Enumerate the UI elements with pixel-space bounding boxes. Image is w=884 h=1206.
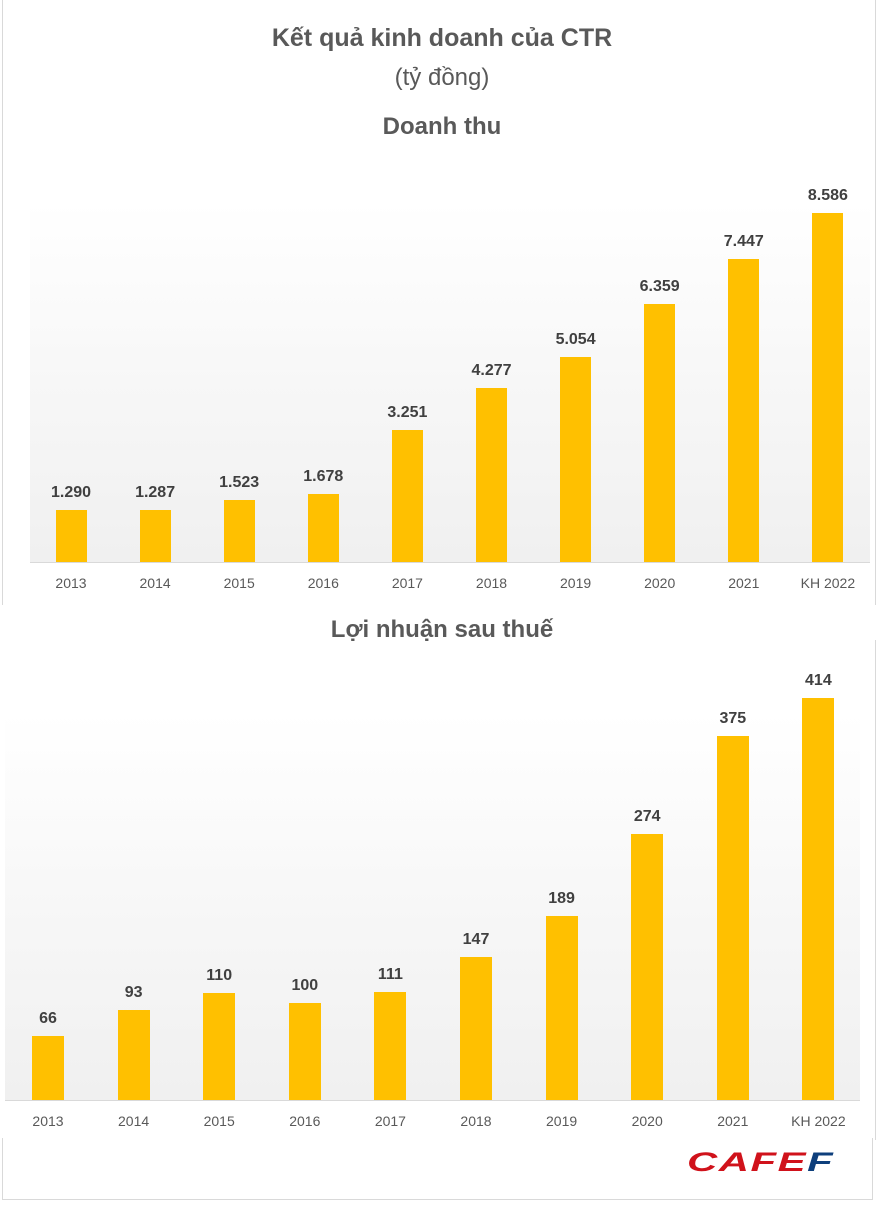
bar <box>203 993 236 1100</box>
x-tick-label: 2020 <box>644 575 676 591</box>
x-tick-label: 2018 <box>460 1113 492 1129</box>
data-label: 274 <box>633 807 661 825</box>
page-title: Kết quả kinh doanh của CTR <box>271 24 613 52</box>
x-tick-label: 2013 <box>55 575 87 591</box>
bar <box>812 213 844 562</box>
x-tick-label: 2017 <box>374 1113 406 1129</box>
logo-frame <box>2 1138 873 1200</box>
x-tick-label: 2020 <box>631 1113 663 1129</box>
x-axis-line <box>5 1100 860 1101</box>
x-tick-label: 2013 <box>32 1113 64 1129</box>
data-label: 66 <box>39 1009 57 1027</box>
data-label: 3.251 <box>387 403 428 421</box>
data-label: 1.290 <box>50 483 92 501</box>
data-label: 189 <box>548 890 575 908</box>
bar <box>460 957 492 1100</box>
x-tick-label: 2021 <box>717 1113 749 1129</box>
bar <box>631 833 664 1100</box>
bar <box>32 1035 64 1100</box>
data-label: 375 <box>719 709 747 727</box>
data-label: 93 <box>124 983 143 1001</box>
chart-frame-right <box>875 640 876 1140</box>
x-axis-line <box>30 562 870 563</box>
x-tick-label: 2018 <box>475 575 508 591</box>
x-tick-label: 2016 <box>289 1113 321 1129</box>
bar <box>644 303 676 562</box>
bar <box>391 429 423 562</box>
bar <box>716 735 749 1100</box>
cafef-logo: CAFEF <box>687 1147 835 1177</box>
bar <box>139 509 171 562</box>
bar <box>802 698 835 1100</box>
x-tick-label: 2014 <box>139 575 171 591</box>
data-label: 111 <box>377 966 403 984</box>
bar <box>117 1009 150 1100</box>
data-label: 7.447 <box>723 233 764 251</box>
data-label: 110 <box>206 967 233 985</box>
data-label: 1.287 <box>135 483 176 501</box>
x-tick-label: 2015 <box>223 575 255 591</box>
x-tick-label: 2019 <box>546 1113 578 1129</box>
x-tick-label: 2019 <box>560 575 592 591</box>
data-label: 147 <box>462 931 490 949</box>
x-tick-label: 2016 <box>307 575 339 591</box>
bar <box>476 388 507 562</box>
revenue-chart: 1.290 2013 1.287 2014 1.523 2015 1.678 2016 3.25… <box>30 187 870 591</box>
bar <box>55 509 87 562</box>
x-tick-label: 2021 <box>728 575 760 591</box>
bar <box>560 356 592 562</box>
data-label: 1.678 <box>303 467 344 485</box>
data-label: 1.523 <box>219 474 260 492</box>
chart-title-revenue: Doanh thu <box>382 113 502 140</box>
bar <box>307 493 339 562</box>
data-label: 100 <box>291 976 319 994</box>
bar <box>728 259 760 562</box>
bar <box>374 992 407 1100</box>
data-label: 5.054 <box>555 330 596 348</box>
bar <box>223 500 255 562</box>
data-label: 8.586 <box>807 187 848 204</box>
bar <box>288 1002 321 1100</box>
unit-subtitle: (tỷ đồng) <box>394 64 490 91</box>
profit-chart: 66 2013 93 2014 110 2015 100 2016 111 2017 147 2018… <box>5 672 860 1129</box>
chart-title-profit: Lợi nhuận sau thuế <box>330 616 554 643</box>
x-tick-label: KH 2022 <box>800 575 856 591</box>
x-tick-label: 2014 <box>118 1113 150 1129</box>
data-label: 4.277 <box>471 362 512 380</box>
chart-frame-top <box>2 0 876 605</box>
data-label: 414 <box>805 672 832 689</box>
bar <box>545 916 578 1100</box>
x-tick-label: 2015 <box>203 1113 235 1129</box>
data-label: 6.359 <box>639 277 680 295</box>
x-tick-label: KH 2022 <box>791 1113 846 1129</box>
x-tick-label: 2017 <box>391 575 423 591</box>
